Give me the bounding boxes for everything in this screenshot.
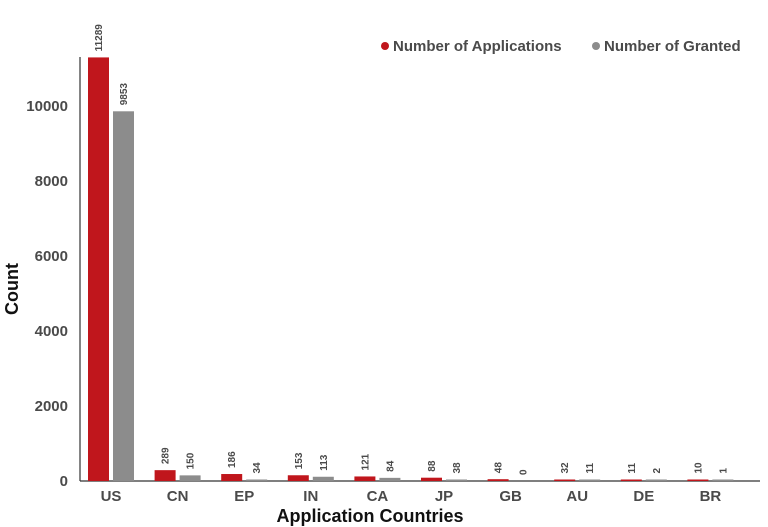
category-label: GB [499,488,522,505]
category-label: AU [566,488,588,505]
bar-granted [113,111,134,482]
legend-label-granted: Number of Granted [604,38,741,55]
legend: Number of Applications Number of Granted [381,38,741,55]
y-tick-label: 2000 [35,398,68,415]
bar-granted [312,476,334,481]
category-label: DE [633,488,654,505]
bar-applications [487,479,509,481]
value-label-granted: 2 [652,468,663,474]
bar-granted [179,475,201,481]
bar-granted [579,479,601,481]
value-labels: 11289 9853 289 150 186 34 153 113 121 84 88 38 48 0 32… [94,24,729,475]
value-label-granted: 150 [186,452,197,469]
y-axis-title: Count [2,263,22,315]
value-label-applications: 121 [360,453,371,470]
value-label-applications: 88 [427,460,438,472]
bar-applications [554,479,576,481]
bar-granted [246,479,268,481]
value-label-granted: 9853 [119,83,130,106]
bar-applications [287,475,309,481]
value-label-granted: 1 [718,468,729,474]
x-axis-title: Application Countries [276,506,463,526]
value-label-applications: 11289 [94,24,105,52]
y-tick-label: 4000 [35,323,68,340]
category-label: CA [367,488,389,505]
legend-label-applications: Number of Applications [393,38,562,55]
category-label: CN [167,488,189,505]
legend-swatch-granted [592,42,600,50]
value-label-granted: 11 [585,462,596,473]
y-tick-labels: 0 2000 4000 6000 8000 10000 [26,98,68,490]
y-tick-label: 6000 [35,248,68,265]
bar-granted [712,479,734,481]
value-label-granted: 113 [319,454,330,471]
value-label-applications: 289 [161,447,172,464]
category-label: JP [435,488,453,505]
value-label-granted: 34 [252,462,263,474]
value-label-applications: 10 [693,462,704,474]
value-label-applications: 153 [294,452,305,469]
category-labels: US CN EP IN CA JP GB AU DE BR [101,488,722,505]
category-label: IN [303,488,318,505]
bars [88,57,734,482]
bar-applications [221,474,243,481]
category-label: EP [234,488,254,505]
category-label: BR [700,488,722,505]
y-tick-label: 8000 [35,173,68,190]
bar-applications [354,476,376,481]
value-label-granted: 84 [385,460,396,472]
category-label: US [101,488,122,505]
bar-applications [154,470,176,481]
y-tick-label: 10000 [26,98,68,115]
bar-applications [687,479,709,481]
y-tick-label: 0 [60,473,68,490]
value-label-applications: 32 [560,462,571,474]
bar-granted [446,479,467,481]
bar-granted [379,477,401,481]
bar-applications [88,57,109,481]
bar-applications [620,479,642,481]
value-label-granted: 0 [519,469,530,475]
value-label-applications: 186 [227,451,238,468]
value-label-applications: 48 [494,462,505,474]
value-label-granted: 38 [452,462,463,474]
bar-granted [645,479,667,481]
bar-applications [421,477,442,481]
axes [79,57,760,482]
value-label-applications: 11 [627,462,638,473]
legend-swatch-applications [381,42,389,50]
